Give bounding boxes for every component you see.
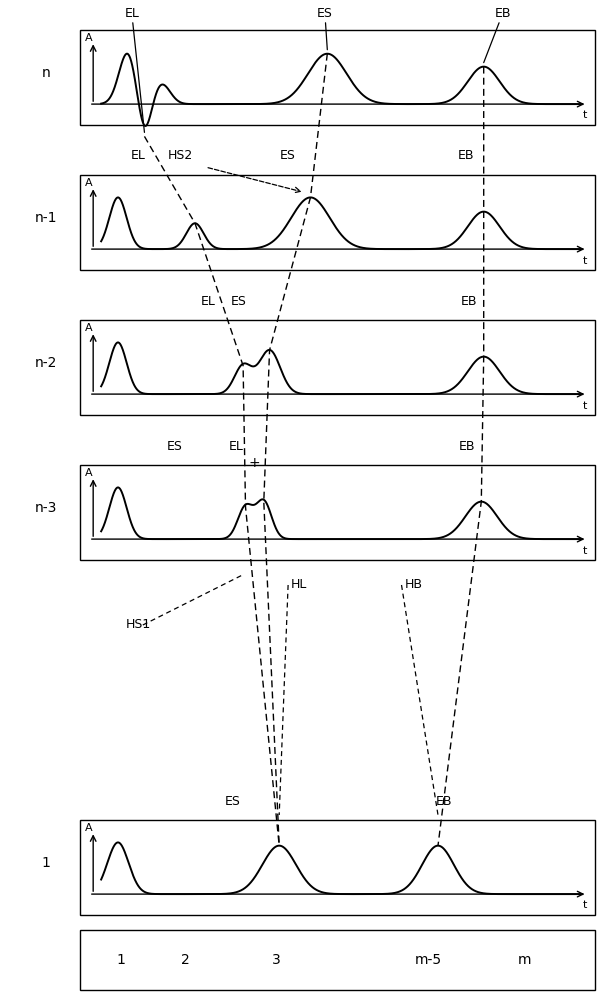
Text: HB: HB: [405, 578, 422, 591]
Text: A: A: [85, 33, 93, 43]
Text: 1: 1: [42, 856, 50, 870]
Text: m: m: [518, 953, 531, 967]
Bar: [80, 820, 595, 915]
Text: t: t: [582, 900, 587, 910]
Text: +: +: [248, 456, 260, 470]
Text: EB: EB: [436, 795, 452, 808]
Text: EL: EL: [229, 440, 243, 453]
Text: A: A: [85, 823, 93, 833]
Text: 2: 2: [181, 953, 190, 967]
Text: A: A: [85, 178, 93, 188]
Text: EB: EB: [461, 295, 477, 308]
Text: 1: 1: [116, 953, 125, 967]
Text: t: t: [582, 546, 587, 556]
Text: EB: EB: [484, 7, 511, 63]
Text: n-1: n-1: [35, 211, 57, 225]
Text: HS2: HS2: [168, 149, 194, 162]
Bar: [80, 30, 595, 125]
Text: m-5: m-5: [415, 953, 442, 967]
Text: 3: 3: [272, 953, 281, 967]
Text: n-3: n-3: [35, 501, 57, 515]
Bar: [80, 320, 595, 415]
Text: HL: HL: [291, 578, 308, 591]
Text: EB: EB: [459, 440, 475, 453]
Bar: [80, 930, 595, 990]
Text: EL: EL: [131, 149, 145, 162]
Text: t: t: [582, 110, 587, 120]
Text: ES: ES: [225, 795, 241, 808]
Bar: [80, 465, 595, 560]
Text: n-2: n-2: [35, 356, 57, 370]
Text: t: t: [582, 256, 587, 266]
Text: ES: ES: [167, 440, 183, 453]
Text: A: A: [85, 323, 93, 333]
Text: A: A: [85, 468, 93, 478]
Text: EL: EL: [124, 7, 145, 132]
Text: EL: EL: [201, 295, 216, 308]
Text: EB: EB: [458, 149, 474, 162]
Text: t: t: [582, 401, 587, 411]
Text: ES: ES: [280, 149, 296, 162]
Text: ES: ES: [317, 7, 333, 50]
Bar: [80, 175, 595, 270]
Text: n: n: [42, 66, 50, 80]
Text: HS1: HS1: [126, 618, 151, 632]
Text: ES: ES: [231, 295, 247, 308]
